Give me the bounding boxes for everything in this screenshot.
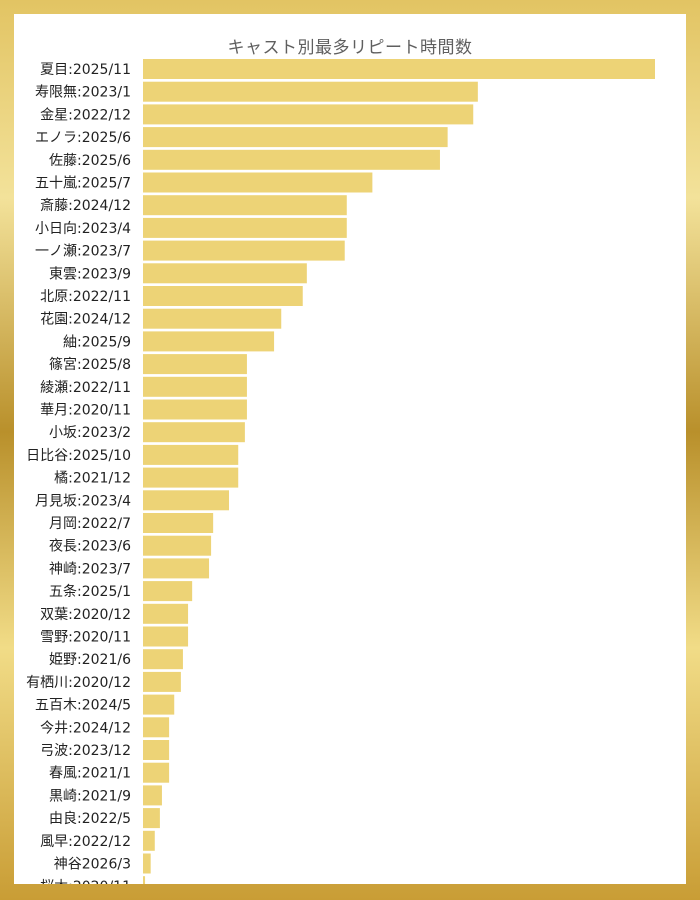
category-label-36: 桜木:2020/11 <box>40 879 131 884</box>
category-label-16: 小坂:2023/2 <box>49 425 131 441</box>
bar-32 <box>143 785 162 806</box>
category-label-1: 寿限無:2023/1 <box>35 84 131 101</box>
bar-21 <box>143 535 212 556</box>
category-label-26: 姫野:2021/6 <box>49 652 131 668</box>
category-label-10: 北原:2022/11 <box>40 289 131 305</box>
category-label-6: 斎藤:2024/12 <box>40 197 131 214</box>
bar-20 <box>143 513 214 533</box>
horizontal-bar-chart: 夏目:2025/11 寿限無:2023/1 金星:2022/12 エノラ:2025/6… <box>26 59 655 884</box>
category-label-3: エノラ:2025/6 <box>35 130 131 146</box>
bar-24 <box>143 603 189 624</box>
category-label-14: 綾瀬:2022/11 <box>40 380 131 396</box>
category-label-33: 由良:2022/5 <box>49 811 131 827</box>
bar-30 <box>143 740 170 760</box>
category-label-12: 紬:2025/9 <box>63 334 131 350</box>
bar-14 <box>143 376 247 397</box>
bar-11 <box>143 308 282 329</box>
category-label-9: 東雲:2023/9 <box>49 266 131 282</box>
category-label-34: 風早:2022/12 <box>40 834 131 850</box>
bar-6 <box>143 195 347 216</box>
category-label-20: 月岡:2022/7 <box>49 516 131 532</box>
bar-31 <box>143 762 170 783</box>
bar-12 <box>143 331 275 352</box>
category-label-22: 神崎:2023/7 <box>49 561 131 577</box>
bar-33 <box>143 808 160 829</box>
category-label-19: 月見坂:2023/4 <box>35 493 131 509</box>
bar-28 <box>143 694 175 715</box>
category-label-30: 弓波:2023/12 <box>40 743 131 759</box>
bar-13 <box>143 354 247 375</box>
category-label-0: 夏目:2025/11 <box>40 62 131 78</box>
bar-7 <box>143 217 347 238</box>
bar-34 <box>143 830 155 851</box>
bar-22 <box>143 558 210 579</box>
category-label-15: 華月:2020/11 <box>40 403 131 419</box>
category-label-11: 花園:2024/12 <box>40 312 131 328</box>
category-label-2: 金星:2022/12 <box>40 107 131 123</box>
bar-0 <box>143 59 655 79</box>
category-label-8: 一ノ瀬:2023/7 <box>35 244 131 260</box>
bar-15 <box>143 399 247 420</box>
bar-17 <box>143 444 239 465</box>
bar-25 <box>143 626 189 647</box>
bar-4 <box>143 149 440 170</box>
category-label-28: 五百木:2024/5 <box>35 698 131 714</box>
category-label-31: 春風:2021/1 <box>49 766 131 782</box>
bar-23 <box>143 581 193 602</box>
chart-panel: キャスト別最多リピート時間数 夏目:2025/11 寿限無:2023/1 金星:20… <box>14 14 686 884</box>
bar-26 <box>143 649 183 670</box>
bar-5 <box>143 172 373 193</box>
bar-36 <box>143 876 146 884</box>
category-label-27: 有栖川:2020/12 <box>26 675 131 691</box>
bar-27 <box>143 671 181 692</box>
category-label-21: 夜長:2023/6 <box>49 539 131 555</box>
bar-29 <box>143 717 170 738</box>
bar-18 <box>143 467 239 488</box>
category-label-18: 橘:2021/12 <box>54 471 131 487</box>
category-label-32: 黒崎:2021/9 <box>49 788 131 804</box>
category-label-5: 五十嵐:2025/7 <box>35 176 131 192</box>
labels-layer: 夏目:2025/11 寿限無:2023/1 金星:2022/12 エノラ:2025/6… <box>26 62 131 884</box>
category-label-29: 今井:2024/12 <box>40 720 131 736</box>
category-label-17: 日比谷:2025/10 <box>26 448 131 464</box>
bar-2 <box>143 104 474 125</box>
bar-3 <box>143 127 448 148</box>
category-label-4: 佐藤:2025/6 <box>49 153 131 169</box>
bar-16 <box>143 422 245 443</box>
category-label-23: 五条:2025/1 <box>49 583 131 600</box>
bars-layer <box>143 59 655 884</box>
category-label-25: 雪野:2020/11 <box>40 630 131 646</box>
category-label-35: 神谷2026/3 <box>54 857 131 873</box>
bar-1 <box>143 81 478 102</box>
chart-title: キャスト別最多リピート時間数 <box>227 38 473 58</box>
bar-10 <box>143 286 303 306</box>
category-label-24: 双葉:2020/12 <box>40 607 131 623</box>
bar-19 <box>143 490 230 511</box>
bar-9 <box>143 263 307 284</box>
bar-8 <box>143 240 345 261</box>
bar-35 <box>143 853 151 874</box>
category-label-13: 篠宮:2025/8 <box>49 357 131 373</box>
category-label-7: 小日向:2023/4 <box>35 221 131 237</box>
